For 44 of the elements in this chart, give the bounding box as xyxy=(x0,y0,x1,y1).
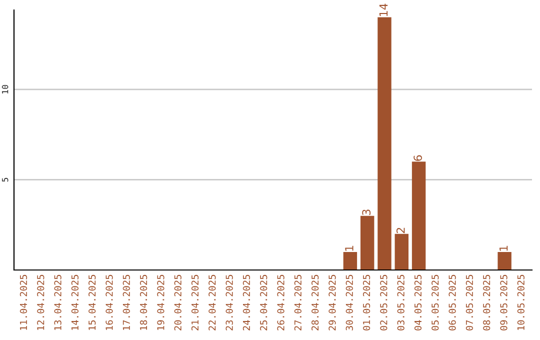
bar xyxy=(394,234,409,270)
x-tick-label: 26.04.2025 xyxy=(277,274,284,330)
bar xyxy=(343,252,358,270)
x-tick-label: 13.04.2025 xyxy=(54,274,62,330)
x-tick-label: 03.05.2025 xyxy=(397,274,404,330)
data-label: 1 xyxy=(345,246,354,251)
x-tick-label: 22.04.2025 xyxy=(208,274,216,330)
data-label: 14 xyxy=(379,4,388,16)
x-tick-label: 21.04.2025 xyxy=(191,274,199,330)
x-tick-label: 28.04.2025 xyxy=(312,274,319,330)
data-label: 1 xyxy=(500,246,508,251)
x-tick-label: 12.04.2025 xyxy=(37,274,44,330)
x-tick-label: 18.04.2025 xyxy=(140,274,148,330)
data-label: 2 xyxy=(396,228,405,234)
x-tick-label: 05.05.2025 xyxy=(432,274,439,330)
y-tick-label: 10 xyxy=(2,84,8,94)
x-tick-label: 01.05.2025 xyxy=(362,274,370,330)
x-tick-label: 16.04.2025 xyxy=(106,274,113,330)
data-label: 3 xyxy=(362,210,371,215)
x-tick-label: 08.05.2025 xyxy=(483,274,490,330)
bar xyxy=(378,17,392,270)
x-tick-label: 06.05.2025 xyxy=(448,274,456,330)
x-tick-label: 20.04.2025 xyxy=(174,274,182,330)
bar xyxy=(360,216,374,270)
x-tick-label: 11.04.2025 xyxy=(20,274,28,330)
x-tick-label: 09.05.2025 xyxy=(500,274,508,330)
x-tick-label: 19.04.2025 xyxy=(157,274,164,330)
x-tick-label: 02.05.2025 xyxy=(380,274,388,330)
bar xyxy=(498,252,512,270)
x-tick-label: 07.05.2025 xyxy=(466,274,474,330)
bar xyxy=(412,162,426,270)
x-tick-label: 04.05.2025 xyxy=(414,274,422,330)
x-tick-label: 23.04.2025 xyxy=(226,274,233,330)
x-tick-label: 24.04.2025 xyxy=(242,274,250,330)
x-tick-label: 25.04.2025 xyxy=(260,274,268,330)
x-tick-label: 10.05.2025 xyxy=(517,274,524,330)
x-tick-label: 27.04.2025 xyxy=(294,274,302,330)
y-tick-label: 5 xyxy=(2,178,8,182)
x-tick-label: 17.04.2025 xyxy=(122,274,130,330)
x-tick-label: 29.04.2025 xyxy=(328,274,336,330)
data-label: 6 xyxy=(414,155,422,161)
x-tick-label: 14.04.2025 xyxy=(71,274,79,330)
x-tick-label: 15.04.2025 xyxy=(88,274,96,330)
x-tick-label: 30.04.2025 xyxy=(346,274,353,330)
